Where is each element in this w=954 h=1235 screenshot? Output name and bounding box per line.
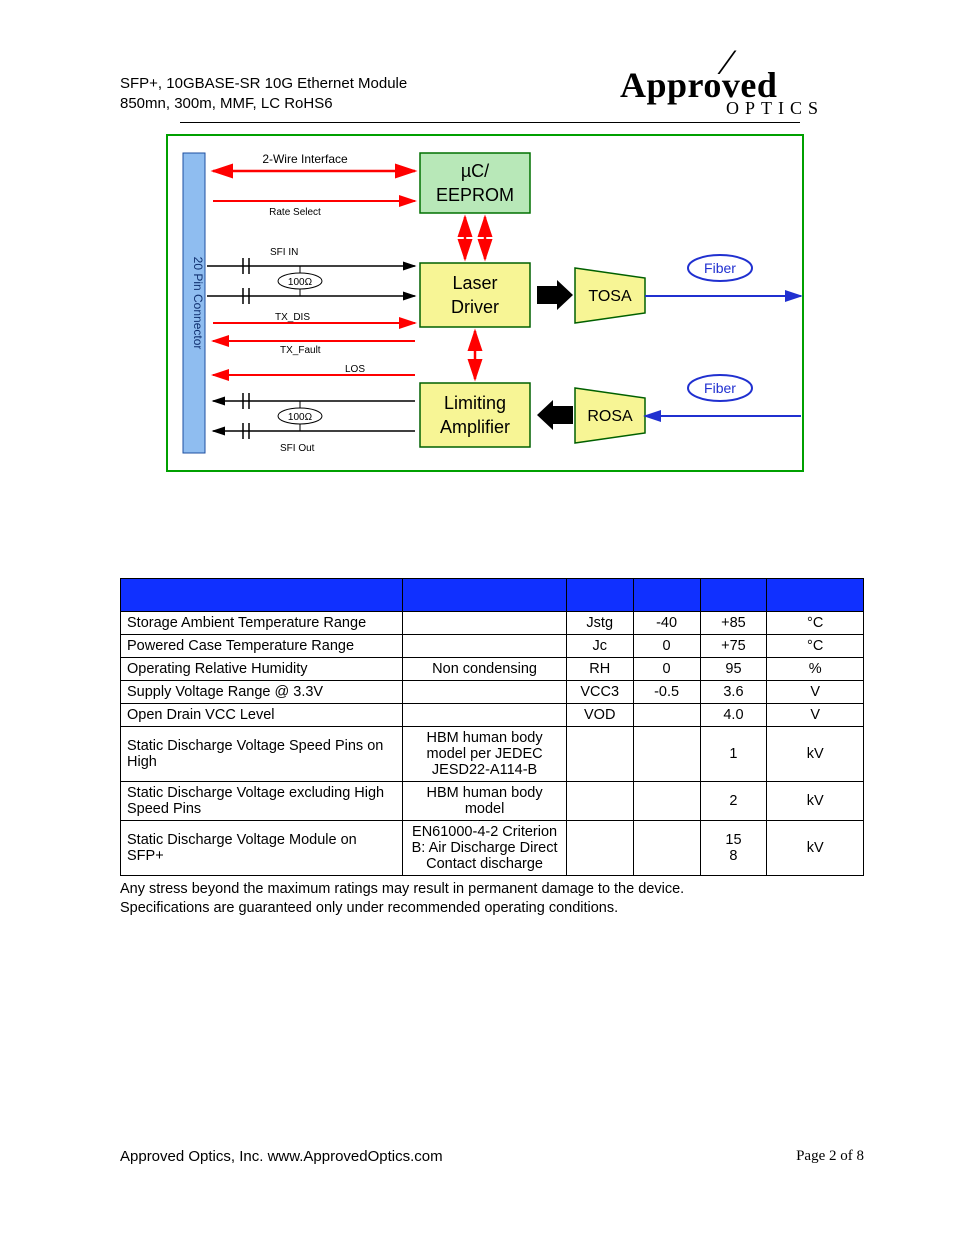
note-line1: Any stress beyond the maximum ratings ma…	[120, 881, 684, 897]
sfi-out-label: SFI Out	[280, 443, 315, 454]
sfi-in-label: SFI IN	[270, 247, 298, 258]
table-cell: +75	[700, 634, 767, 657]
table-row: Powered Case Temperature Range Jc0+75°C	[121, 634, 864, 657]
limamp-line2: Amplifier	[440, 417, 510, 437]
rosa-label: ROSA	[587, 408, 633, 425]
table-row: Operating Relative HumidityNon condensin…	[121, 657, 864, 680]
table-cell: 0	[633, 657, 700, 680]
table-cell: V	[767, 680, 864, 703]
table-cell	[633, 820, 700, 875]
table-cell: -0.5	[633, 680, 700, 703]
block-diagram: 20 Pin Connector µC/ EEPROM Laser Driver…	[165, 133, 864, 478]
table-row: Static Discharge Voltage Speed Pins on H…	[121, 726, 864, 781]
table-cell	[566, 820, 633, 875]
table-cell: VOD	[566, 703, 633, 726]
footer: Approved Optics, Inc. www.ApprovedOptics…	[120, 1148, 864, 1165]
eeprom-line2: EEPROM	[436, 185, 514, 205]
ohm2-label: 100Ω	[288, 412, 313, 423]
two-wire-label: 2-Wire Interface	[262, 152, 348, 166]
table-cell	[403, 703, 566, 726]
table-cell: 4.0	[700, 703, 767, 726]
table-cell: Jc	[566, 634, 633, 657]
footer-right: Page 2 of 8	[796, 1148, 864, 1165]
table-cell: °C	[767, 634, 864, 657]
table-cell: HBM human body model per JEDEC JESD22-A1…	[403, 726, 566, 781]
table-cell: 3.6	[700, 680, 767, 703]
table-cell: HBM human body model	[403, 781, 566, 820]
table-cell	[633, 781, 700, 820]
table-cell: kV	[767, 726, 864, 781]
header-line1: SFP+, 10GBASE-SR 10G Ethernet Module	[120, 75, 407, 92]
connector-label: 20 Pin Connector	[191, 257, 205, 350]
note-line2: Specifications are guaranteed only under…	[120, 900, 618, 916]
tx-dis-label: TX_DIS	[275, 312, 310, 323]
header-text: SFP+, 10GBASE-SR 10G Ethernet Module 850…	[120, 70, 407, 113]
table-cell: °C	[767, 611, 864, 634]
logo: Approv⁄ed OPTICS	[620, 70, 864, 116]
table-cell: 0	[633, 634, 700, 657]
header-line2: 850mn, 300m, MMF, LC RoHS6	[120, 95, 333, 112]
table-row: Static Discharge Voltage Module on SFP+E…	[121, 820, 864, 875]
table-cell	[633, 726, 700, 781]
table-cell: Static Discharge Voltage excluding High …	[121, 781, 403, 820]
table-cell: kV	[767, 820, 864, 875]
page: SFP+, 10GBASE-SR 10G Ethernet Module 850…	[0, 0, 954, 1235]
table-cell	[403, 680, 566, 703]
header-row: SFP+, 10GBASE-SR 10G Ethernet Module 850…	[120, 70, 864, 116]
table-cell: Supply Voltage Range @ 3.3V	[121, 680, 403, 703]
table-cell: EN61000-4-2 Criterion B: Air Discharge D…	[403, 820, 566, 875]
table-cell: Storage Ambient Temperature Range	[121, 611, 403, 634]
table-header-row	[121, 578, 864, 611]
table-cell: Powered Case Temperature Range	[121, 634, 403, 657]
table-cell: Operating Relative Humidity	[121, 657, 403, 680]
table-body: Storage Ambient Temperature Range Jstg-40…	[121, 611, 864, 875]
logo-top: Approv⁄ed	[620, 70, 824, 101]
rate-select-label: Rate Select	[269, 207, 321, 218]
table-cell: 2	[700, 781, 767, 820]
table-cell: VCC3	[566, 680, 633, 703]
table-cell	[403, 611, 566, 634]
table-cell: 158	[700, 820, 767, 875]
table-row: Supply Voltage Range @ 3.3V VCC3-0.53.6V	[121, 680, 864, 703]
eeprom-line1: µC/	[461, 161, 489, 181]
limamp-line1: Limiting	[444, 393, 506, 413]
laser-line1: Laser	[452, 273, 497, 293]
table-cell: RH	[566, 657, 633, 680]
table-cell: Static Discharge Voltage Speed Pins on H…	[121, 726, 403, 781]
table-cell	[566, 781, 633, 820]
ohm1-label: 100Ω	[288, 277, 313, 288]
table-cell: %	[767, 657, 864, 680]
table-cell	[566, 726, 633, 781]
table-cell: kV	[767, 781, 864, 820]
spec-table-wrap: Storage Ambient Temperature Range Jstg-40…	[120, 578, 864, 918]
table-cell: Static Discharge Voltage Module on SFP+	[121, 820, 403, 875]
table-row: Storage Ambient Temperature Range Jstg-40…	[121, 611, 864, 634]
table-cell: +85	[700, 611, 767, 634]
footer-left: Approved Optics, Inc. www.ApprovedOptics…	[120, 1148, 443, 1165]
los-label: LOS	[345, 364, 365, 375]
table-cell: Non condensing	[403, 657, 566, 680]
laser-line2: Driver	[451, 297, 499, 317]
tx-fault-label: TX_Fault	[280, 345, 321, 356]
table-cell: Open Drain VCC Level	[121, 703, 403, 726]
header-rule	[180, 122, 800, 123]
table-cell: Jstg	[566, 611, 633, 634]
table-note: Any stress beyond the maximum ratings ma…	[120, 880, 864, 918]
table-cell: 95	[700, 657, 767, 680]
table-row: Static Discharge Voltage excluding High …	[121, 781, 864, 820]
table-cell	[633, 703, 700, 726]
fiber2-label: Fiber	[704, 380, 736, 396]
spec-table: Storage Ambient Temperature Range Jstg-40…	[120, 578, 864, 876]
table-cell: V	[767, 703, 864, 726]
fiber1-label: Fiber	[704, 260, 736, 276]
tosa-label: TOSA	[588, 288, 632, 305]
table-cell: -40	[633, 611, 700, 634]
table-row: Open Drain VCC Level VOD 4.0V	[121, 703, 864, 726]
table-cell	[403, 634, 566, 657]
table-cell: 1	[700, 726, 767, 781]
